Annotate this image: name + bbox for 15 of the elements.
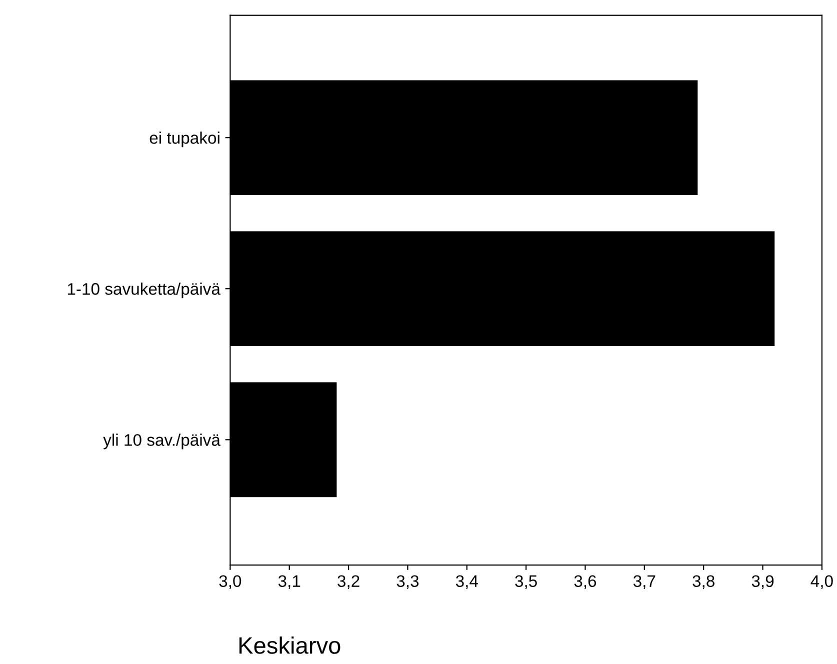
y-tick-label: 1-10 savuketta/päivä xyxy=(68,282,220,298)
x-tick-label: 3,8 xyxy=(692,575,714,589)
x-tick-label: 3,2 xyxy=(338,575,360,589)
x-tick-label: 4,0 xyxy=(810,575,833,589)
x-tick-label: 3,5 xyxy=(515,575,537,589)
y-tick-label: yli 10 sav./päivä xyxy=(103,434,220,450)
x-tick-label: 3,4 xyxy=(456,575,478,589)
x-axis-title: Keskiarvo xyxy=(239,636,340,654)
x-tick-label: 3,6 xyxy=(574,575,596,589)
x-tick-label: 3,3 xyxy=(396,575,419,589)
x-tick-label: 3,0 xyxy=(219,575,242,589)
y-tick-label: ei tupakoi xyxy=(150,132,220,148)
x-tick-label: 3,1 xyxy=(278,575,300,589)
x-tick-label: 3,7 xyxy=(633,575,656,589)
x-tick-label: 3,9 xyxy=(752,575,774,589)
